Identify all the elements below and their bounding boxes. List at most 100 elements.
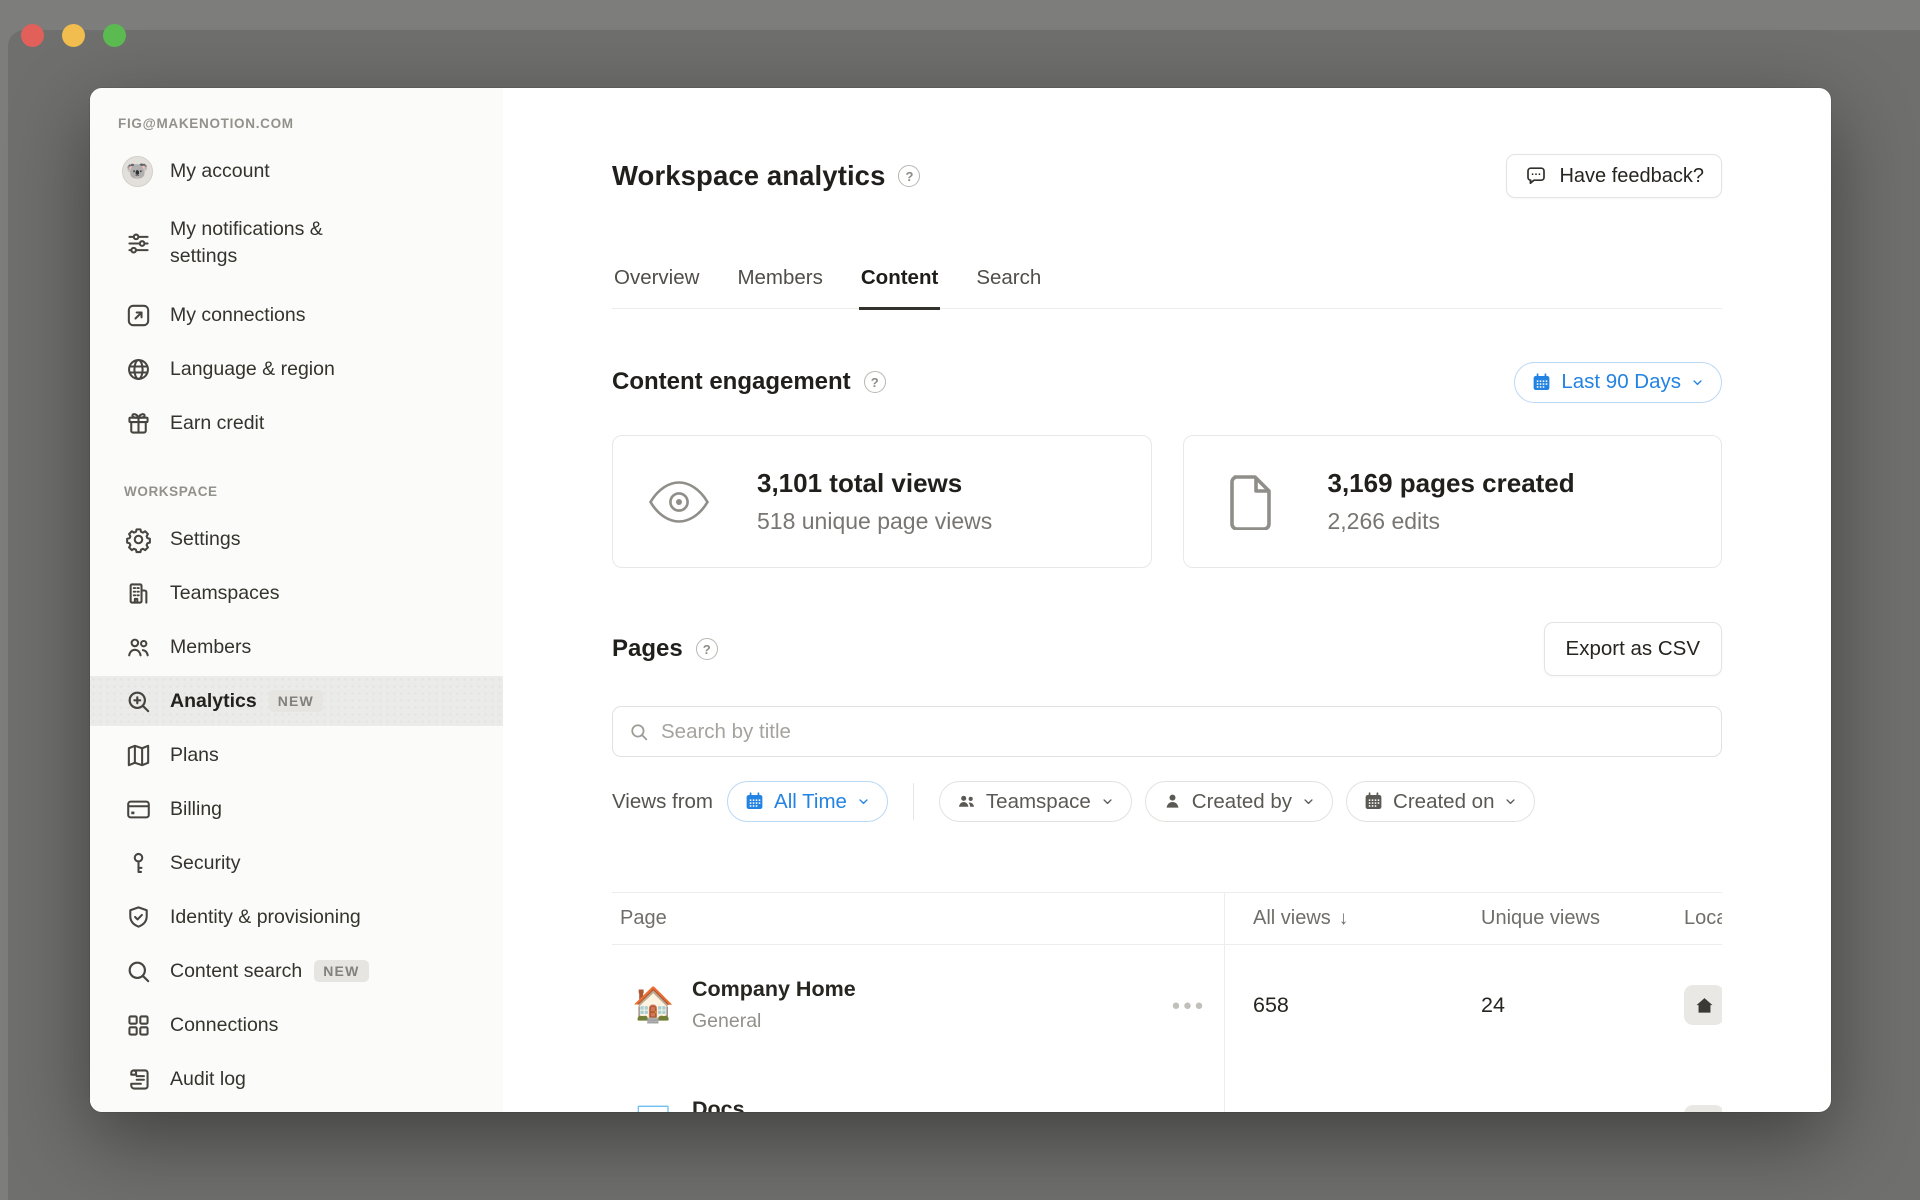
workspace-section-heading: WORKSPACE [124,484,218,499]
sidebar-item-my-account[interactable]: 🐨 My account [90,146,503,196]
calendar-icon [1365,792,1382,810]
sidebar-item-analytics[interactable]: Analytics NEW [90,676,503,726]
sidebar-item-my-connections[interactable]: My connections [90,290,503,340]
edits-value: 2,266 edits [1327,508,1441,534]
page-teamspace-label: General [692,1010,762,1032]
grid-icon [124,1011,153,1040]
close-button[interactable] [21,24,44,47]
date-range-filter[interactable]: Last 90 Days [1514,361,1722,403]
gear-icon [124,525,153,554]
analytics-tabs: Overview Members Content Search [612,266,1722,310]
created-on-filter[interactable]: Created on [1346,781,1536,822]
column-header-location[interactable]: Location [1684,907,1722,929]
new-badge: NEW [314,960,369,982]
settings-modal: FIG@MAKENOTION.COM 🐨 My account My notif… [90,88,1831,1112]
sort-descending-icon: ↓ [1338,907,1349,929]
page-title: Workspace analytics [612,160,886,191]
export-csv-button[interactable]: Export as CSV [1543,622,1722,676]
gift-icon [124,409,153,438]
all-views-value: 658 [1253,992,1289,1017]
unique-views-value: 518 unique page views [757,508,993,534]
avatar: 🐨 [122,155,153,187]
building-icon [124,579,153,608]
pages-table: Page All views ↓ Unique views Location 🏠… [612,892,1722,1112]
more-options-icon[interactable]: ●●● [1171,996,1206,1014]
help-icon[interactable]: ? [863,371,886,393]
settings-sidebar: FIG@MAKENOTION.COM 🐨 My account My notif… [90,88,503,1112]
sidebar-item-audit-log[interactable]: Audit log [90,1054,503,1104]
search-icon [631,723,648,740]
minimize-button[interactable] [62,24,85,47]
pages-created-value: 3,169 pages created [1327,468,1575,498]
account-email-label: FIG@MAKENOTION.COM [118,116,294,131]
page-title-link[interactable]: Company Home [692,977,856,1001]
sidebar-item-members[interactable]: Members [90,622,503,672]
sidebar-item-security[interactable]: Security [90,838,503,888]
analytics-content: Workspace analytics ? Have feedback? Ove… [503,88,1831,1112]
speech-bubble-icon [1527,167,1546,185]
home-icon [1684,985,1722,1025]
new-badge: NEW [268,690,323,712]
column-header-page[interactable]: Page [620,907,667,929]
people-icon [958,795,974,807]
unique-views-value: 24 [1481,992,1505,1017]
table-row[interactable]: 📃 Docs General ●●● 240 17 General [612,1065,1722,1112]
tab-overview[interactable]: Overview [614,266,700,289]
tab-search[interactable]: Search [976,266,1042,289]
chevron-down-icon [859,799,868,805]
calendar-icon [746,792,763,810]
chevron-down-icon [1506,799,1516,805]
pages-created-card: 3,169 pages created 2,266 edits [1182,435,1722,568]
key-icon [124,849,153,878]
window-controls [21,24,126,47]
person-icon [1166,794,1179,808]
column-header-all-views[interactable]: All views ↓ [1253,907,1349,929]
globe-icon [124,355,153,384]
sliders-icon [124,229,153,258]
help-icon[interactable]: ? [695,638,718,660]
sidebar-item-teamspaces[interactable]: Teamspaces [90,568,503,618]
page-emoji-icon: 📃 [632,1105,676,1112]
scroll-icon [124,1065,153,1094]
chevron-down-icon [1103,799,1112,805]
total-views-value: 3,101 total views [757,468,963,498]
table-column-divider [1224,892,1225,1112]
filters-divider [912,783,914,820]
help-icon[interactable]: ? [898,165,921,187]
sidebar-item-settings[interactable]: Settings [90,514,503,564]
search-by-title-box [612,706,1722,757]
members-icon [124,633,153,662]
sidebar-item-identity-provisioning[interactable]: Identity & provisioning [90,892,503,942]
page-icon [1214,474,1286,530]
content-engagement-heading: Content engagement [612,368,851,395]
sidebar-item-language-region[interactable]: Language & region [90,344,503,394]
sidebar-item-notifications-settings[interactable]: My notifications & settings [90,200,503,286]
views-from-label: Views from [612,789,714,813]
sidebar-item-connections[interactable]: Connections [90,1000,503,1050]
sidebar-item-content-search[interactable]: Content search NEW [90,946,503,996]
page-title-link[interactable]: Docs [692,1097,745,1112]
magnifier-plus-icon [124,687,153,716]
total-views-card: 3,101 total views 518 unique page views [612,435,1152,568]
sidebar-item-billing[interactable]: Billing [90,784,503,834]
home-icon [1684,1105,1722,1112]
magnifier-icon [124,957,153,986]
calendar-icon [1533,372,1550,390]
search-input[interactable] [661,719,1706,744]
tab-content[interactable]: Content [858,266,941,310]
table-row[interactable]: 🏠 Company Home General ●●● 658 24 Genera… [612,945,1722,1065]
created-by-filter[interactable]: Created by [1144,781,1334,822]
views-time-filter[interactable]: All Time [727,781,888,822]
arrow-up-right-icon [124,301,153,330]
feedback-button[interactable]: Have feedback? [1506,154,1722,198]
shield-check-icon [124,903,153,932]
tab-members[interactable]: Members [737,266,823,289]
chevron-down-icon [1693,379,1702,385]
page-emoji-icon: 🏠 [632,986,675,1024]
sidebar-item-earn-credit[interactable]: Earn credit [90,398,503,448]
teamspace-filter[interactable]: Teamspace [938,781,1132,822]
pages-heading: Pages [612,635,683,662]
column-header-unique-views[interactable]: Unique views [1481,907,1600,929]
zoom-button[interactable] [103,24,126,47]
sidebar-item-plans[interactable]: Plans [90,730,503,780]
